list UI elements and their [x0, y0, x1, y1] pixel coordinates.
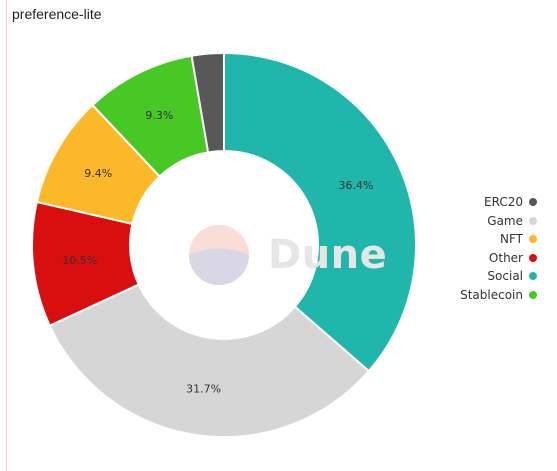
- slice-label-social: 36.4%: [338, 179, 373, 192]
- legend-dot-icon: [529, 253, 537, 262]
- slice-label-other: 10.5%: [62, 254, 97, 267]
- slice-label-game: 31.7%: [186, 383, 221, 396]
- legend-dot-icon: [529, 290, 537, 299]
- legend-label: Other: [488, 250, 523, 265]
- slice-game[interactable]: [48, 283, 371, 438]
- slice-label-nft: 9.4%: [84, 167, 112, 180]
- legend-label: NFT: [500, 232, 523, 246]
- legend-label: Stablecoin: [460, 287, 523, 302]
- chart-frame: [6, 0, 556, 471]
- legend-dot-icon: [529, 235, 537, 244]
- labels-group: 36.4% 31.7% 10.5% 9.4% 9.3%: [62, 109, 373, 395]
- legend-item-stablecoin[interactable]: Stablecoin: [460, 286, 537, 305]
- legend-item-erc20[interactable]: ERC20: [460, 193, 537, 212]
- slice-erc20[interactable]: [190, 51, 225, 154]
- legend-label: Social: [487, 269, 523, 283]
- legend: ERC20 Game NFT Other Social Stablecoin: [460, 193, 537, 304]
- legend-label: Game: [487, 213, 523, 228]
- legend-item-nft[interactable]: NFT: [460, 230, 537, 249]
- slice-label-stablecoin: 9.3%: [145, 109, 173, 122]
- legend-item-game[interactable]: Game: [460, 212, 537, 231]
- watermark-circle-bottom: [189, 248, 249, 285]
- legend-item-other[interactable]: Other: [460, 249, 537, 268]
- legend-label: ERC20: [484, 195, 523, 209]
- watermark-logo: [189, 225, 249, 285]
- legend-dot-icon: [529, 198, 537, 207]
- watermark-text: Dune: [268, 232, 388, 278]
- slices-group: [31, 51, 417, 438]
- slice-social[interactable]: [223, 51, 417, 373]
- legend-dot-icon: [529, 216, 537, 225]
- legend-dot-icon: [529, 272, 537, 281]
- chart-title: preference-lite: [12, 6, 102, 22]
- legend-item-social[interactable]: Social: [460, 267, 537, 286]
